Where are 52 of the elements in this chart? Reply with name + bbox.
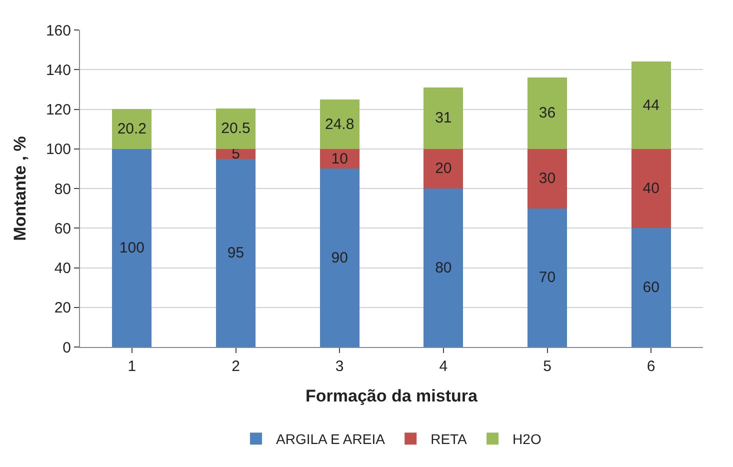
x-tick-label: 2 [232,358,240,375]
y-tick-label: 160 [46,22,71,40]
legend-label: H2O [512,431,542,448]
bar [631,228,671,347]
y-tick-label: 20 [54,300,71,317]
data-label: 10 [331,150,348,168]
data-label: 95 [227,244,244,262]
x-tick-label: 6 [646,358,656,375]
y-tick-label: 140 [46,62,71,79]
y-tick-label: 0 [62,339,71,356]
bar [424,188,464,347]
data-label: 20.2 [117,120,147,138]
bar [216,108,256,149]
x-tick-label: 3 [335,358,344,375]
y-axis-title: Montante , % [10,136,30,241]
bar [528,208,567,347]
data-label: 90 [331,249,348,266]
bar [528,148,567,208]
data-label: 20.5 [221,120,250,138]
x-tick-label: 4 [439,358,448,375]
data-label: 36 [538,104,556,122]
y-tick-label: 40 [54,260,71,277]
bar [424,148,464,188]
data-label: 60 [642,279,660,296]
y-tick-label: 120 [46,102,71,118]
y-tick-label: 60 [54,220,71,238]
data-label: 40 [642,180,660,198]
bar [320,168,360,347]
data-label: 31 [435,110,452,127]
x-tick-label: 1 [128,358,136,375]
y-tick-label: 100 [46,141,71,158]
bar [528,78,567,149]
bar [631,148,671,228]
data-label: 70 [538,269,556,286]
data-label: 24.8 [324,116,354,133]
legend-label: RETA [430,431,468,448]
data-label: 20 [435,160,452,178]
bar [112,108,152,149]
data-label: 30 [538,170,556,188]
data-label: 100 [119,239,144,256]
bar [424,87,464,149]
legend-label: ARGILA E AREIA [276,431,386,448]
bar [216,148,256,159]
bar [112,148,152,347]
data-label: 44 [642,96,660,114]
y-tick-label: 80 [54,180,71,198]
bar [320,100,360,149]
data-label: 80 [435,259,452,276]
bar [631,62,671,149]
bar [216,158,256,347]
x-axis-title: Formação da mistura [306,386,478,406]
x-tick-label: 5 [543,358,552,375]
